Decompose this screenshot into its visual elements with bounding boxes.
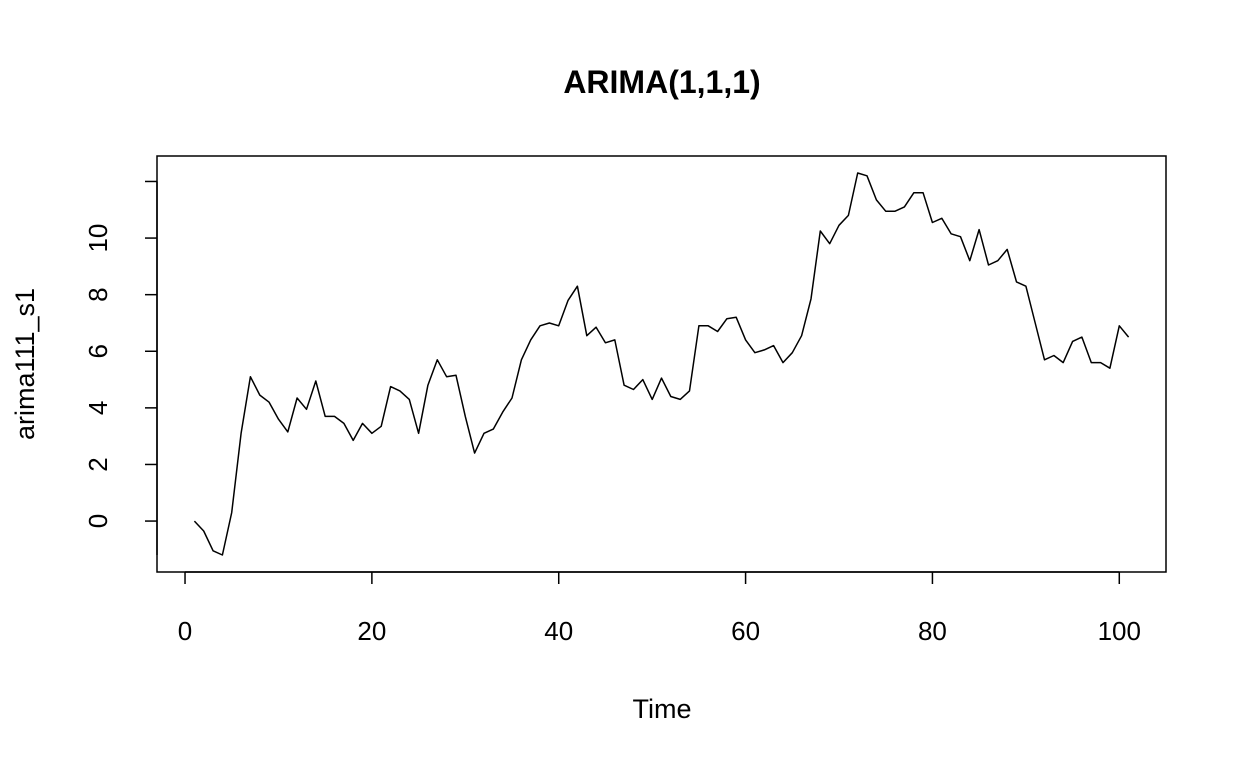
plot-frame (156, 155, 1167, 573)
y-tick-label: 2 (83, 457, 113, 471)
x-tick-label: 60 (731, 616, 760, 646)
y-tick-label: 8 (83, 287, 113, 301)
x-tick-label: 20 (357, 616, 386, 646)
y-axis-label: arima111_s1 (10, 288, 40, 440)
x-axis-label: Time (633, 694, 692, 724)
y-axis: 0 2 4 6 8 10 (83, 180, 158, 556)
y-tick-label: 0 (83, 514, 113, 528)
y-tick-label: 6 (83, 344, 113, 358)
y-tick-label: 4 (83, 401, 113, 415)
y-tick-label: 10 (83, 224, 113, 253)
x-axis: 0 20 40 60 80 100 (178, 571, 1141, 646)
x-tick-label: 0 (178, 616, 192, 646)
x-tick-label: 80 (918, 616, 947, 646)
series-line (193, 172, 1130, 556)
x-tick-label: 40 (544, 616, 573, 646)
chart-title: ARIMA(1,1,1) (563, 64, 760, 100)
x-tick-label: 100 (1098, 616, 1141, 646)
